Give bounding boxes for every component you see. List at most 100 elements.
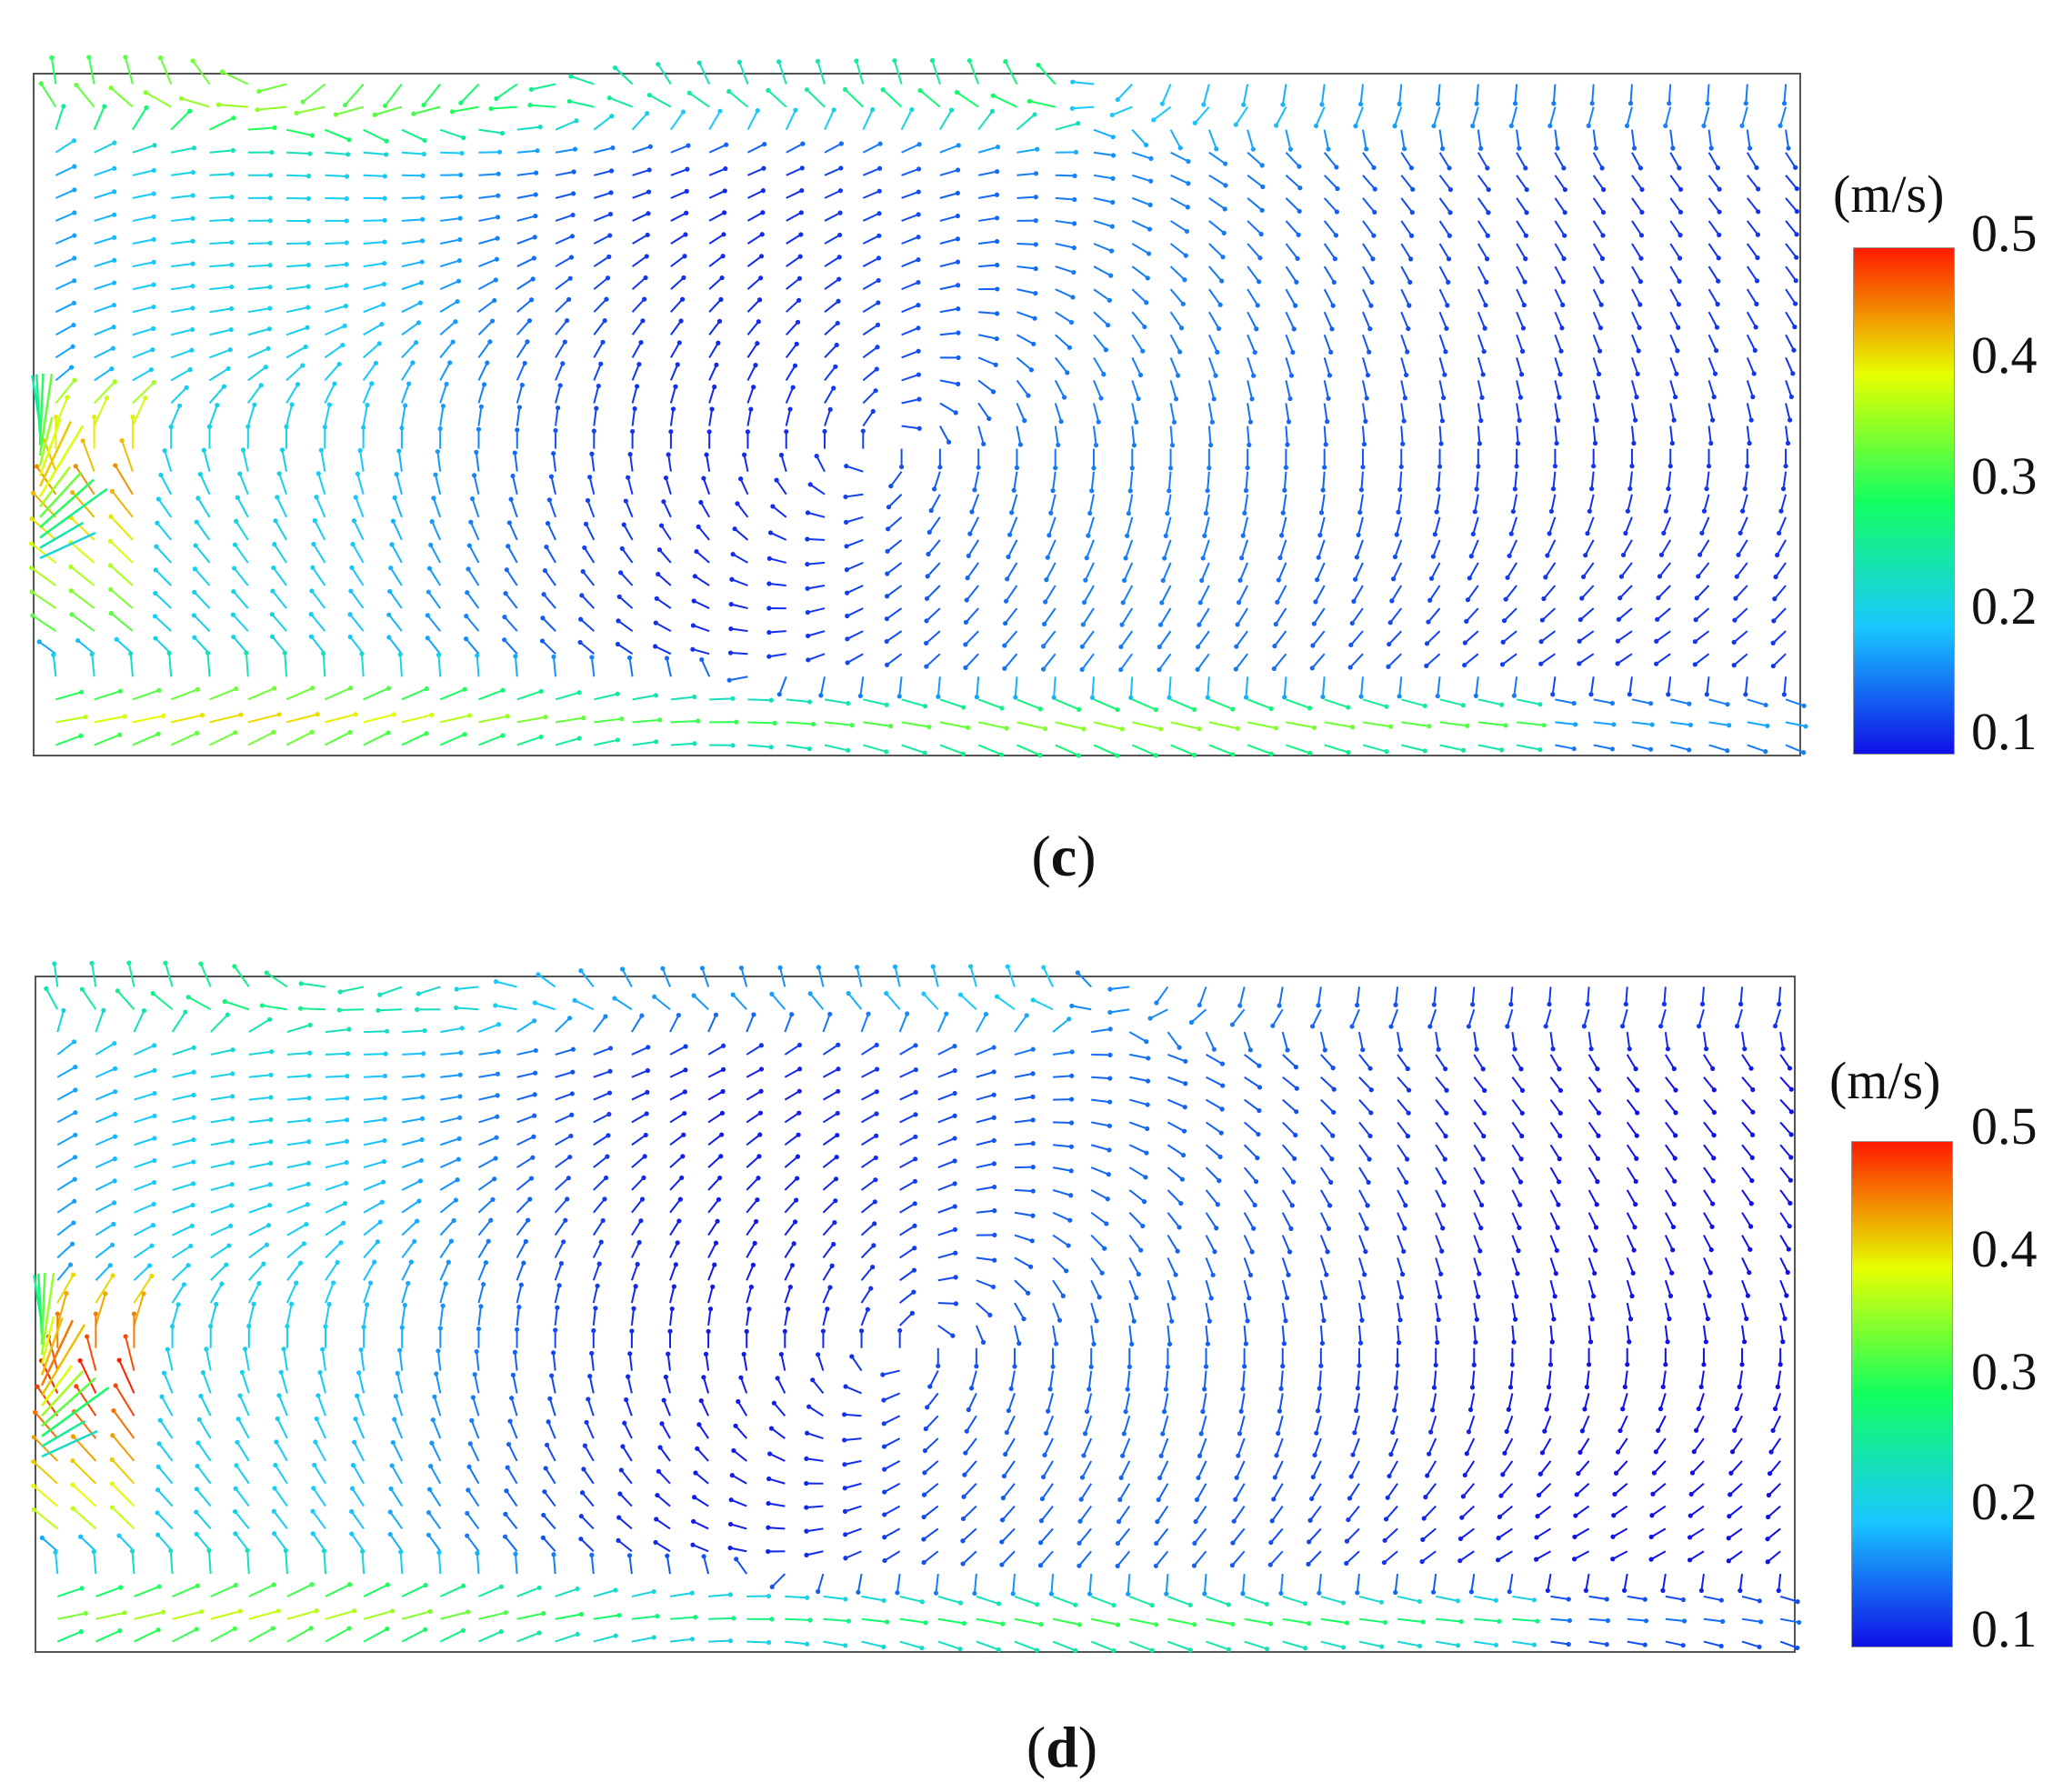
vector-head xyxy=(612,996,617,1001)
vector-head xyxy=(338,1240,344,1246)
vector-head xyxy=(1599,165,1605,171)
velocity-vector xyxy=(630,1286,637,1304)
vector-head xyxy=(1340,1600,1347,1606)
vector-head xyxy=(1714,325,1720,330)
vector-head xyxy=(444,381,449,387)
vector-head xyxy=(1000,1621,1006,1627)
vector-head xyxy=(1116,1518,1122,1525)
vector-head xyxy=(726,88,732,95)
velocity-vector xyxy=(1165,516,1172,536)
velocity-vector xyxy=(785,365,796,381)
velocity-vector xyxy=(1088,1574,1093,1595)
vector-head xyxy=(493,277,498,283)
vector-head xyxy=(896,694,902,699)
velocity-vector xyxy=(1397,1325,1400,1343)
vector-head xyxy=(1408,256,1414,262)
velocity-vector xyxy=(1240,1393,1246,1412)
vector-head xyxy=(1677,278,1682,285)
vector-head xyxy=(1173,1272,1178,1277)
velocity-vector xyxy=(1323,380,1330,399)
velocity-vector xyxy=(456,986,479,991)
vector-head xyxy=(55,1311,60,1316)
velocity-vector xyxy=(747,143,766,154)
vector-head xyxy=(1365,373,1371,378)
vector-head xyxy=(1524,186,1529,193)
vector-head xyxy=(1743,692,1748,697)
vector-head xyxy=(990,389,996,395)
vector-head xyxy=(666,452,671,457)
velocity-vector xyxy=(1438,311,1447,329)
velocity-vector xyxy=(1435,1235,1443,1252)
vector-head xyxy=(909,106,915,113)
velocity-vector xyxy=(966,585,979,601)
vector-head xyxy=(606,1090,613,1096)
vector-head xyxy=(565,317,570,324)
vector-head xyxy=(385,1626,390,1632)
velocity-vector xyxy=(939,237,958,245)
vector-head xyxy=(882,1535,887,1540)
velocity-vector xyxy=(631,1091,648,1101)
vector-head xyxy=(1763,749,1768,755)
velocity-vector xyxy=(924,1460,939,1474)
velocity-vector xyxy=(1394,1573,1399,1593)
velocity-vector xyxy=(1746,243,1758,259)
velocity-vector xyxy=(1205,494,1210,514)
vector-head xyxy=(626,655,633,661)
vector-head xyxy=(759,232,765,237)
velocity-vector xyxy=(248,1162,271,1169)
velocity-vector xyxy=(1514,84,1518,104)
velocity-vector xyxy=(1435,1076,1447,1091)
velocity-vector xyxy=(349,636,365,655)
velocity-vector xyxy=(901,326,919,336)
vector-head xyxy=(1171,419,1177,425)
velocity-vector xyxy=(1470,539,1479,557)
vector-head xyxy=(382,239,387,245)
velocity-vector xyxy=(439,1585,465,1597)
velocity-vector xyxy=(94,367,113,382)
velocity-vector xyxy=(544,570,556,586)
vector-head xyxy=(1638,233,1645,238)
vector-head xyxy=(551,451,556,456)
vector-head xyxy=(1344,1560,1349,1567)
velocity-vector xyxy=(1356,539,1364,558)
velocity-vector xyxy=(1324,721,1353,728)
velocity-vector xyxy=(1131,334,1144,352)
vector-head xyxy=(29,516,35,522)
vector-head xyxy=(761,165,766,171)
velocity-vector xyxy=(1285,380,1291,399)
velocity-vector xyxy=(1052,1166,1072,1172)
vector-head xyxy=(386,635,392,640)
velocity-vector xyxy=(707,1198,720,1214)
velocity-vector xyxy=(899,1202,916,1214)
vector-head xyxy=(355,471,360,476)
velocity-vector xyxy=(845,1527,862,1536)
vector-head xyxy=(968,1386,975,1391)
velocity-vector xyxy=(360,653,365,677)
velocity-vector xyxy=(1078,1527,1092,1544)
velocity-vector xyxy=(694,575,710,586)
vector-head xyxy=(1611,722,1617,727)
velocity-vector xyxy=(1785,243,1798,258)
velocity-vector xyxy=(935,1573,939,1594)
vector-head xyxy=(361,425,366,430)
velocity-vector xyxy=(1243,494,1249,514)
velocity-vector xyxy=(700,1400,710,1417)
vector-head xyxy=(892,964,898,969)
velocity-vector xyxy=(506,1490,518,1507)
velocity-vector xyxy=(937,1252,956,1259)
vector-head xyxy=(1357,509,1363,516)
vector-head xyxy=(1051,695,1057,700)
velocity-vector xyxy=(1578,630,1595,643)
vector-head xyxy=(232,542,238,547)
velocity-vector xyxy=(129,653,134,677)
vector-head xyxy=(155,731,161,736)
vector-head xyxy=(582,1443,588,1448)
velocity-vector xyxy=(1158,630,1172,648)
velocity-vector xyxy=(286,1223,307,1236)
vector-head xyxy=(1109,248,1115,254)
velocity-vector xyxy=(134,1115,155,1124)
velocity-vector xyxy=(1006,966,1016,987)
vector-head xyxy=(381,1179,386,1185)
velocity-vector xyxy=(1746,403,1753,421)
vector-head xyxy=(1358,694,1364,699)
